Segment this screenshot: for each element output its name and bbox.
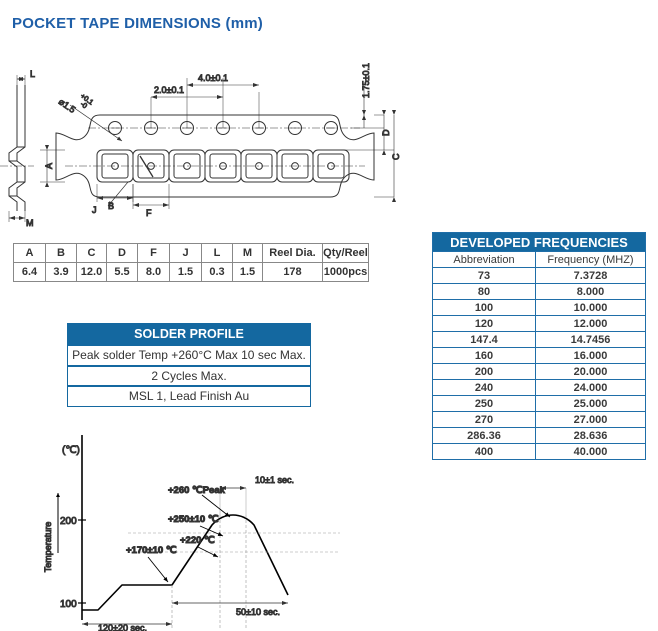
svg-text:4.0±0.1: 4.0±0.1 [198,73,228,83]
svg-text:+220 ℃: +220 ℃ [180,535,215,546]
svg-text:A: A [44,163,54,169]
svg-text:2.0±0.1: 2.0±0.1 [154,85,184,95]
svg-text:+170±10 ℃: +170±10 ℃ [126,545,177,556]
svg-text:(℃): (℃) [62,445,80,456]
svg-text:10±1 sec.: 10±1 sec. [255,475,294,485]
svg-text:Temperature: Temperature [43,522,53,573]
svg-text:50±10 sec.: 50±10 sec. [236,607,280,617]
svg-text:C: C [391,153,401,160]
svg-text:120±20 sec.: 120±20 sec. [98,623,147,631]
svg-text:100: 100 [60,599,77,610]
svg-text:+260 ℃Peak: +260 ℃Peak [168,485,226,496]
svg-text:1.75±0.1: 1.75±0.1 [361,63,371,98]
svg-text:F: F [146,208,152,218]
svg-text:L: L [30,69,35,79]
svg-text:+250±10 ℃: +250±10 ℃ [168,514,219,525]
svg-text:B: B [108,201,114,211]
svg-text:200: 200 [60,516,77,527]
svg-text:D: D [381,129,391,136]
svg-text:⌀1.5: ⌀1.5 [57,96,77,114]
svg-text:M: M [26,218,34,228]
svg-text:J: J [92,205,97,215]
